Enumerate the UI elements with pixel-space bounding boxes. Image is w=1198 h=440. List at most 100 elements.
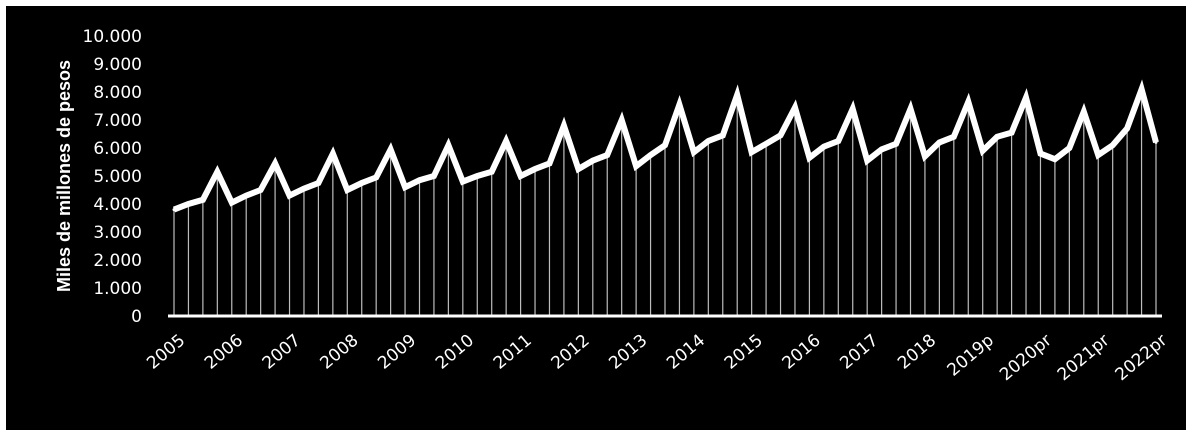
data-point <box>374 175 378 179</box>
y-tick-label: 2.000 <box>93 251 142 271</box>
data-point <box>937 140 941 144</box>
data-point <box>1096 153 1100 157</box>
data-point <box>475 174 479 178</box>
data-point <box>1067 146 1071 150</box>
drop-lines <box>173 89 1157 316</box>
x-tick-label: 2011 <box>490 331 536 374</box>
data-point <box>504 139 508 143</box>
data-point <box>981 149 985 153</box>
data-point <box>186 202 190 206</box>
data-point <box>952 135 956 139</box>
data-point <box>1024 96 1028 100</box>
series-group <box>172 79 1159 213</box>
data-point <box>634 164 638 168</box>
chart-frame: 0 1.000 2.000 3.000 4.000 5.000 6.000 7.000 8.00… <box>6 6 1186 430</box>
x-tick-label: 2017 <box>836 331 882 374</box>
data-point <box>793 105 797 109</box>
data-point <box>562 124 566 128</box>
data-point <box>403 185 407 189</box>
data-point <box>605 153 609 157</box>
x-tick-label: 2006 <box>201 331 247 374</box>
y-tick-label: 8.000 <box>93 83 142 103</box>
data-point <box>1038 152 1042 156</box>
x-tick-label: 2007 <box>259 331 305 374</box>
data-point <box>620 118 624 122</box>
data-point <box>288 194 292 198</box>
data-point <box>663 143 667 147</box>
data-point <box>360 181 364 185</box>
data-point <box>923 154 927 158</box>
x-tick-label: 2012 <box>548 331 594 374</box>
x-tick-label: 2015 <box>721 331 767 374</box>
y-tick-label: 4.000 <box>93 195 142 215</box>
data-point <box>273 161 277 165</box>
y-tick-label: 1.000 <box>93 279 142 299</box>
data-point <box>576 167 580 171</box>
data-point <box>302 187 306 191</box>
data-point <box>909 107 912 111</box>
data-point <box>1140 87 1144 91</box>
y-tick-label: 0 <box>131 307 142 327</box>
data-point <box>865 159 869 163</box>
y-tick-label: 7.000 <box>93 111 142 131</box>
data-point <box>389 147 393 151</box>
data-point <box>779 133 783 137</box>
x-tick-label: 2022pr <box>1112 331 1172 386</box>
data-point <box>432 174 436 178</box>
data-point <box>461 180 465 184</box>
data-point <box>244 194 248 198</box>
data-point <box>446 143 450 147</box>
y-tick-label: 3.000 <box>93 223 142 243</box>
x-tick-label: 2020pr <box>996 331 1056 386</box>
data-point <box>750 150 754 154</box>
data-point <box>591 159 595 163</box>
data-point <box>995 135 999 139</box>
x-tick-label: 2016 <box>779 331 825 374</box>
data-point <box>1082 110 1086 114</box>
data-point <box>1111 143 1115 147</box>
data-point <box>692 150 696 154</box>
data-point <box>894 142 898 146</box>
y-tick-label: 5.000 <box>93 167 142 187</box>
data-point <box>201 198 205 202</box>
x-tick-label: 2010 <box>432 331 478 374</box>
y-tick-label: 6.000 <box>93 139 142 159</box>
x-tick-label: 2009 <box>374 331 420 374</box>
data-point <box>172 208 176 212</box>
x-axis-ticks: 2005 2006 2007 2008 2009 2010 2011 2012 2013 2014… <box>143 331 1171 386</box>
data-point <box>1154 140 1158 144</box>
data-point <box>677 103 681 107</box>
data-point <box>533 167 537 171</box>
data-point <box>316 181 320 185</box>
y-tick-label: 9.000 <box>93 55 142 75</box>
y-axis-label: Miles de millones de pesos <box>54 60 74 292</box>
data-point <box>649 153 653 157</box>
data-point <box>490 170 494 174</box>
data-point <box>1125 126 1129 130</box>
data-point <box>836 139 840 143</box>
data-point <box>851 107 855 111</box>
data-point <box>259 188 263 192</box>
data-point <box>880 147 884 151</box>
data-point <box>519 174 523 178</box>
data-point <box>215 170 219 174</box>
data-point <box>721 133 725 137</box>
x-tick-label: 2008 <box>317 331 363 374</box>
data-point <box>1010 131 1014 135</box>
data-point <box>822 145 826 149</box>
chart-svg: 0 1.000 2.000 3.000 4.000 5.000 6.000 7.000 8.00… <box>54 27 1171 386</box>
data-point <box>966 100 970 104</box>
data-point <box>764 142 768 146</box>
data-point <box>345 188 349 192</box>
data-point <box>230 201 234 205</box>
x-tick-label: 2018 <box>894 331 940 374</box>
data-point <box>331 152 335 156</box>
x-tick-label: 2014 <box>663 331 709 374</box>
data-point <box>547 161 551 165</box>
data-point <box>418 178 421 182</box>
data-point <box>735 93 739 97</box>
y-axis-ticks: 0 1.000 2.000 3.000 4.000 5.000 6.000 7.000 8.00… <box>83 27 142 327</box>
x-tick-label: 2005 <box>143 331 189 374</box>
data-point <box>807 156 811 160</box>
x-tick-label: 2019p <box>944 331 998 381</box>
